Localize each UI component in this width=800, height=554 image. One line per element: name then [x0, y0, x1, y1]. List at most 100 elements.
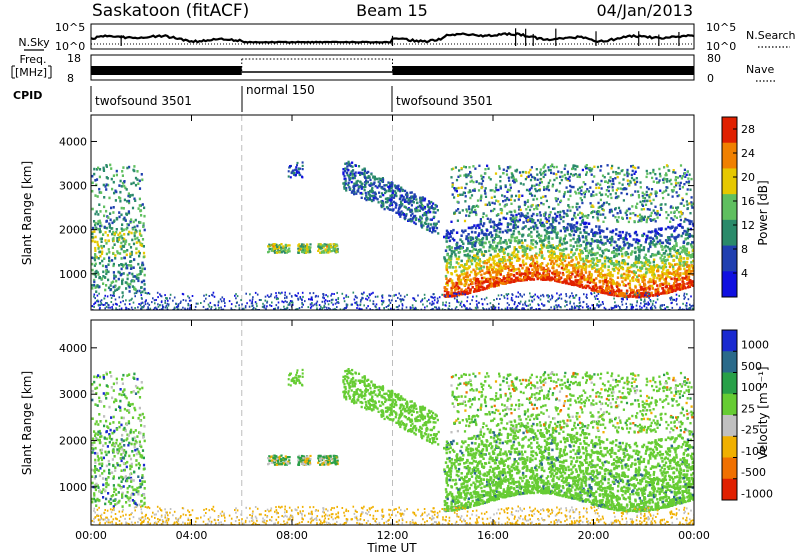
power-cell: [631, 291, 634, 294]
power-cell: [504, 239, 507, 242]
power-cell: [143, 287, 146, 291]
power-cell: [639, 269, 642, 273]
power-cell: [560, 216, 563, 219]
power-cell: [98, 191, 101, 194]
power-cell: [599, 198, 602, 202]
power-cell: [543, 257, 546, 260]
power-cell: [544, 234, 547, 238]
power-cell: [654, 265, 658, 268]
power-cell: [100, 191, 103, 194]
power-cell: [682, 241, 685, 245]
power-cell: [530, 194, 534, 197]
power-cell: [664, 249, 668, 253]
power-cell: [382, 205, 385, 208]
power-cell: [397, 185, 400, 189]
power-cell: [370, 194, 373, 198]
power-cell: [502, 168, 505, 171]
power-cell: [91, 284, 94, 287]
power-cell: [228, 300, 231, 303]
power-cell: [689, 281, 692, 284]
power-cell: [616, 175, 619, 179]
power-cell: [500, 279, 503, 282]
power-cell: [550, 262, 553, 266]
power-cell: [456, 241, 459, 245]
power-cell: [608, 185, 611, 188]
power-cell: [282, 245, 285, 248]
power-cell: [614, 216, 617, 219]
power-cell: [581, 213, 584, 216]
power-cell: [617, 195, 620, 198]
power-cell: [355, 184, 358, 187]
power-cell: [630, 244, 633, 247]
power-cell: [108, 259, 111, 262]
power-cell: [582, 265, 585, 269]
power-cell: [480, 228, 483, 232]
power-cell: [523, 276, 527, 279]
power-cell: [114, 257, 117, 260]
power-cell: [398, 213, 401, 216]
power-cell: [360, 308, 362, 310]
power-cell: [683, 277, 687, 280]
power-cell: [544, 217, 547, 220]
power-cell: [642, 292, 645, 295]
power-cell: [622, 237, 625, 240]
power-cell: [120, 241, 123, 245]
power-cell: [299, 167, 302, 170]
power-cell: [644, 240, 647, 244]
power-cell: [606, 164, 609, 167]
power-cell: [536, 178, 539, 181]
power-cell: [121, 181, 125, 185]
power-cell: [521, 249, 525, 252]
power-cell: [583, 214, 586, 218]
power-cell: [595, 183, 598, 186]
power-cell: [673, 244, 676, 248]
power-cell: [491, 201, 494, 205]
power-cell: [681, 276, 684, 280]
power-cell: [107, 248, 110, 251]
power-cell: [128, 285, 131, 289]
power-cell: [493, 305, 495, 308]
power-cell: [455, 243, 458, 246]
power-cell: [491, 282, 494, 285]
power-cell: [138, 251, 141, 255]
power-cell: [389, 185, 392, 188]
power-cell: [569, 280, 572, 283]
power-cell: [665, 164, 669, 167]
power-cell: [633, 181, 637, 184]
power-cell: [527, 268, 530, 271]
power-cell: [451, 182, 454, 185]
power-cell: [473, 276, 476, 280]
power-cell: [125, 227, 128, 231]
power-cell: [600, 229, 604, 233]
power-cell: [691, 280, 694, 283]
power-cell: [530, 239, 533, 242]
power-cell: [470, 179, 474, 182]
power-cell: [359, 300, 362, 303]
power-cell: [562, 253, 566, 256]
power-cell: [548, 214, 551, 218]
power-cell: [345, 162, 348, 165]
power-cell: [668, 247, 671, 251]
power-cell: [477, 289, 480, 292]
power-cell: [676, 176, 679, 179]
power-cell: [586, 188, 589, 191]
power-cell: [488, 256, 491, 260]
power-cell: [512, 226, 515, 229]
power-cell: [452, 250, 456, 254]
power-cell: [375, 197, 378, 200]
power-cell: [112, 180, 115, 184]
power-cell: [616, 294, 619, 298]
power-cell: [137, 276, 140, 280]
power-cell: [411, 217, 415, 220]
power-cell: [445, 240, 448, 243]
power-cell: [355, 192, 358, 195]
power-cell: [547, 255, 551, 258]
power-cell: [373, 181, 376, 184]
power-cell: [682, 257, 686, 260]
power-cell: [502, 240, 505, 244]
power-cell: [461, 209, 464, 212]
power-cell: [606, 195, 610, 198]
power-cell: [664, 203, 667, 206]
power-cell: [598, 191, 601, 194]
power-cell: [128, 230, 131, 234]
